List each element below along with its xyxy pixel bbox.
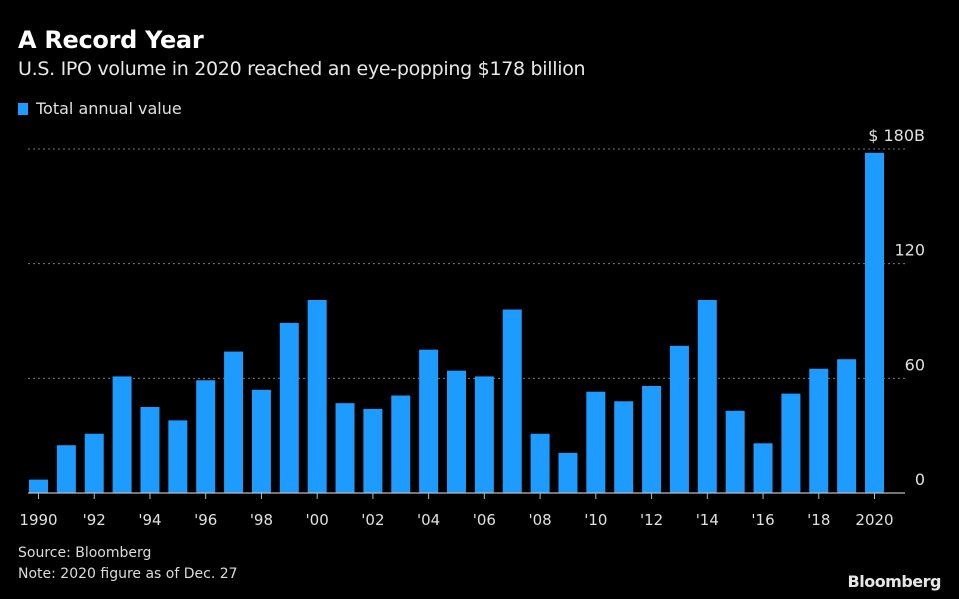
- x-tick-label: 1990: [19, 511, 57, 529]
- bar-2000: [307, 299, 327, 493]
- bar-2019: [837, 359, 857, 493]
- bar-2002: [363, 408, 383, 493]
- bar-chart: 1990 '92 '94 '96 '98 '00 '02 '04 '06 '08 '10 '12 '14…: [19, 126, 925, 529]
- y-tick-label: 0: [915, 470, 925, 489]
- bar-1992: [84, 433, 104, 493]
- bar-2018: [809, 368, 829, 493]
- bar-2004: [419, 349, 439, 493]
- x-tick-label: '12: [640, 511, 663, 529]
- bar-1998: [251, 389, 271, 493]
- x-tick-label: '16: [751, 511, 774, 529]
- x-axis: 1990 '92 '94 '96 '98 '00 '02 '04 '06 '08 '10 '12 '14…: [19, 492, 905, 529]
- x-tick-label: '06: [473, 511, 496, 529]
- y-tick-label: 120: [894, 241, 925, 260]
- bar-2001: [335, 403, 355, 493]
- bar-1995: [168, 420, 188, 493]
- legend: Total annual value: [18, 99, 182, 118]
- bar-2003: [391, 395, 411, 493]
- bar-2006: [474, 376, 494, 493]
- x-tick-label: '98: [250, 511, 273, 529]
- footnote: Note: 2020 figure as of Dec. 27: [18, 566, 238, 582]
- chart-subtitle: U.S. IPO volume in 2020 reached an eye-p…: [18, 58, 586, 80]
- bar-2014: [697, 299, 717, 493]
- bars: [29, 152, 884, 494]
- bar-1991: [56, 445, 76, 493]
- gridlines: [28, 148, 905, 379]
- x-tick-label: '10: [584, 511, 607, 529]
- x-tick-label: '94: [138, 511, 161, 529]
- bar-2020: [865, 152, 884, 494]
- bar-1993: [112, 376, 132, 493]
- bar-2011: [614, 401, 634, 493]
- bar-2005: [447, 370, 466, 493]
- bar-1990: [29, 479, 48, 493]
- y-tick-label: 60: [905, 355, 925, 374]
- bar-2017: [781, 393, 801, 493]
- bar-1999: [279, 322, 299, 493]
- chart-title: A Record Year: [18, 26, 204, 54]
- legend-swatch: [18, 102, 28, 115]
- bar-1996: [196, 380, 216, 493]
- bar-2007: [502, 309, 522, 493]
- x-tick-label: '92: [83, 511, 106, 529]
- bloomberg-logo: Bloomberg: [847, 572, 942, 591]
- x-tick-label: 2020: [855, 511, 893, 529]
- y-tick-label: $ 180B: [868, 126, 925, 145]
- x-tick-label: '04: [417, 511, 440, 529]
- source-note: Source: Bloomberg: [18, 545, 152, 561]
- x-tick-label: '96: [194, 511, 217, 529]
- bar-2015: [725, 410, 745, 493]
- bar-2008: [530, 433, 550, 493]
- x-tick-label: '08: [528, 511, 551, 529]
- x-tick-label: '02: [361, 511, 384, 529]
- bar-2010: [586, 391, 606, 493]
- bar-2009: [558, 452, 578, 493]
- x-tick-label: '00: [306, 511, 329, 529]
- bar-2016: [753, 443, 773, 493]
- bar-1997: [224, 351, 244, 493]
- bar-2013: [669, 345, 689, 493]
- bar-1994: [140, 407, 160, 493]
- bar-2012: [642, 385, 662, 493]
- x-tick-label: '14: [696, 511, 719, 529]
- legend-label: Total annual value: [36, 99, 182, 118]
- x-tick-label: '18: [807, 511, 830, 529]
- y-axis-labels: 0 60 120 $ 180B: [868, 126, 925, 489]
